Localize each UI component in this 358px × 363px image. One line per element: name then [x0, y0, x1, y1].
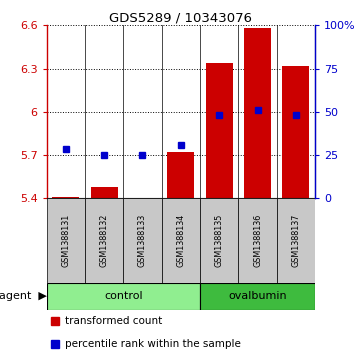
- Text: GSM1388135: GSM1388135: [215, 214, 224, 267]
- Bar: [167, 152, 194, 198]
- Bar: [277, 198, 315, 283]
- Text: control: control: [104, 291, 142, 301]
- Bar: [85, 198, 123, 283]
- Text: transformed count: transformed count: [65, 316, 163, 326]
- Bar: [161, 198, 200, 283]
- Bar: [206, 63, 233, 198]
- Text: GSM1388136: GSM1388136: [253, 214, 262, 267]
- Bar: [123, 198, 161, 283]
- Text: GSM1388134: GSM1388134: [176, 214, 185, 267]
- Bar: [200, 198, 238, 283]
- Bar: [200, 283, 315, 310]
- Bar: [47, 198, 85, 283]
- Text: agent  ▶: agent ▶: [0, 291, 47, 301]
- Bar: [47, 283, 200, 310]
- Bar: [129, 197, 156, 198]
- Title: GDS5289 / 10343076: GDS5289 / 10343076: [109, 11, 252, 24]
- Text: percentile rank within the sample: percentile rank within the sample: [65, 339, 241, 349]
- Text: GSM1388137: GSM1388137: [291, 214, 300, 267]
- Text: ovalbumin: ovalbumin: [228, 291, 287, 301]
- Bar: [238, 198, 277, 283]
- Text: GSM1388132: GSM1388132: [100, 214, 108, 267]
- Bar: [282, 66, 309, 198]
- Bar: [91, 187, 117, 198]
- Bar: [244, 28, 271, 198]
- Text: GSM1388133: GSM1388133: [138, 214, 147, 267]
- Bar: [52, 197, 79, 198]
- Text: GSM1388131: GSM1388131: [61, 214, 70, 267]
